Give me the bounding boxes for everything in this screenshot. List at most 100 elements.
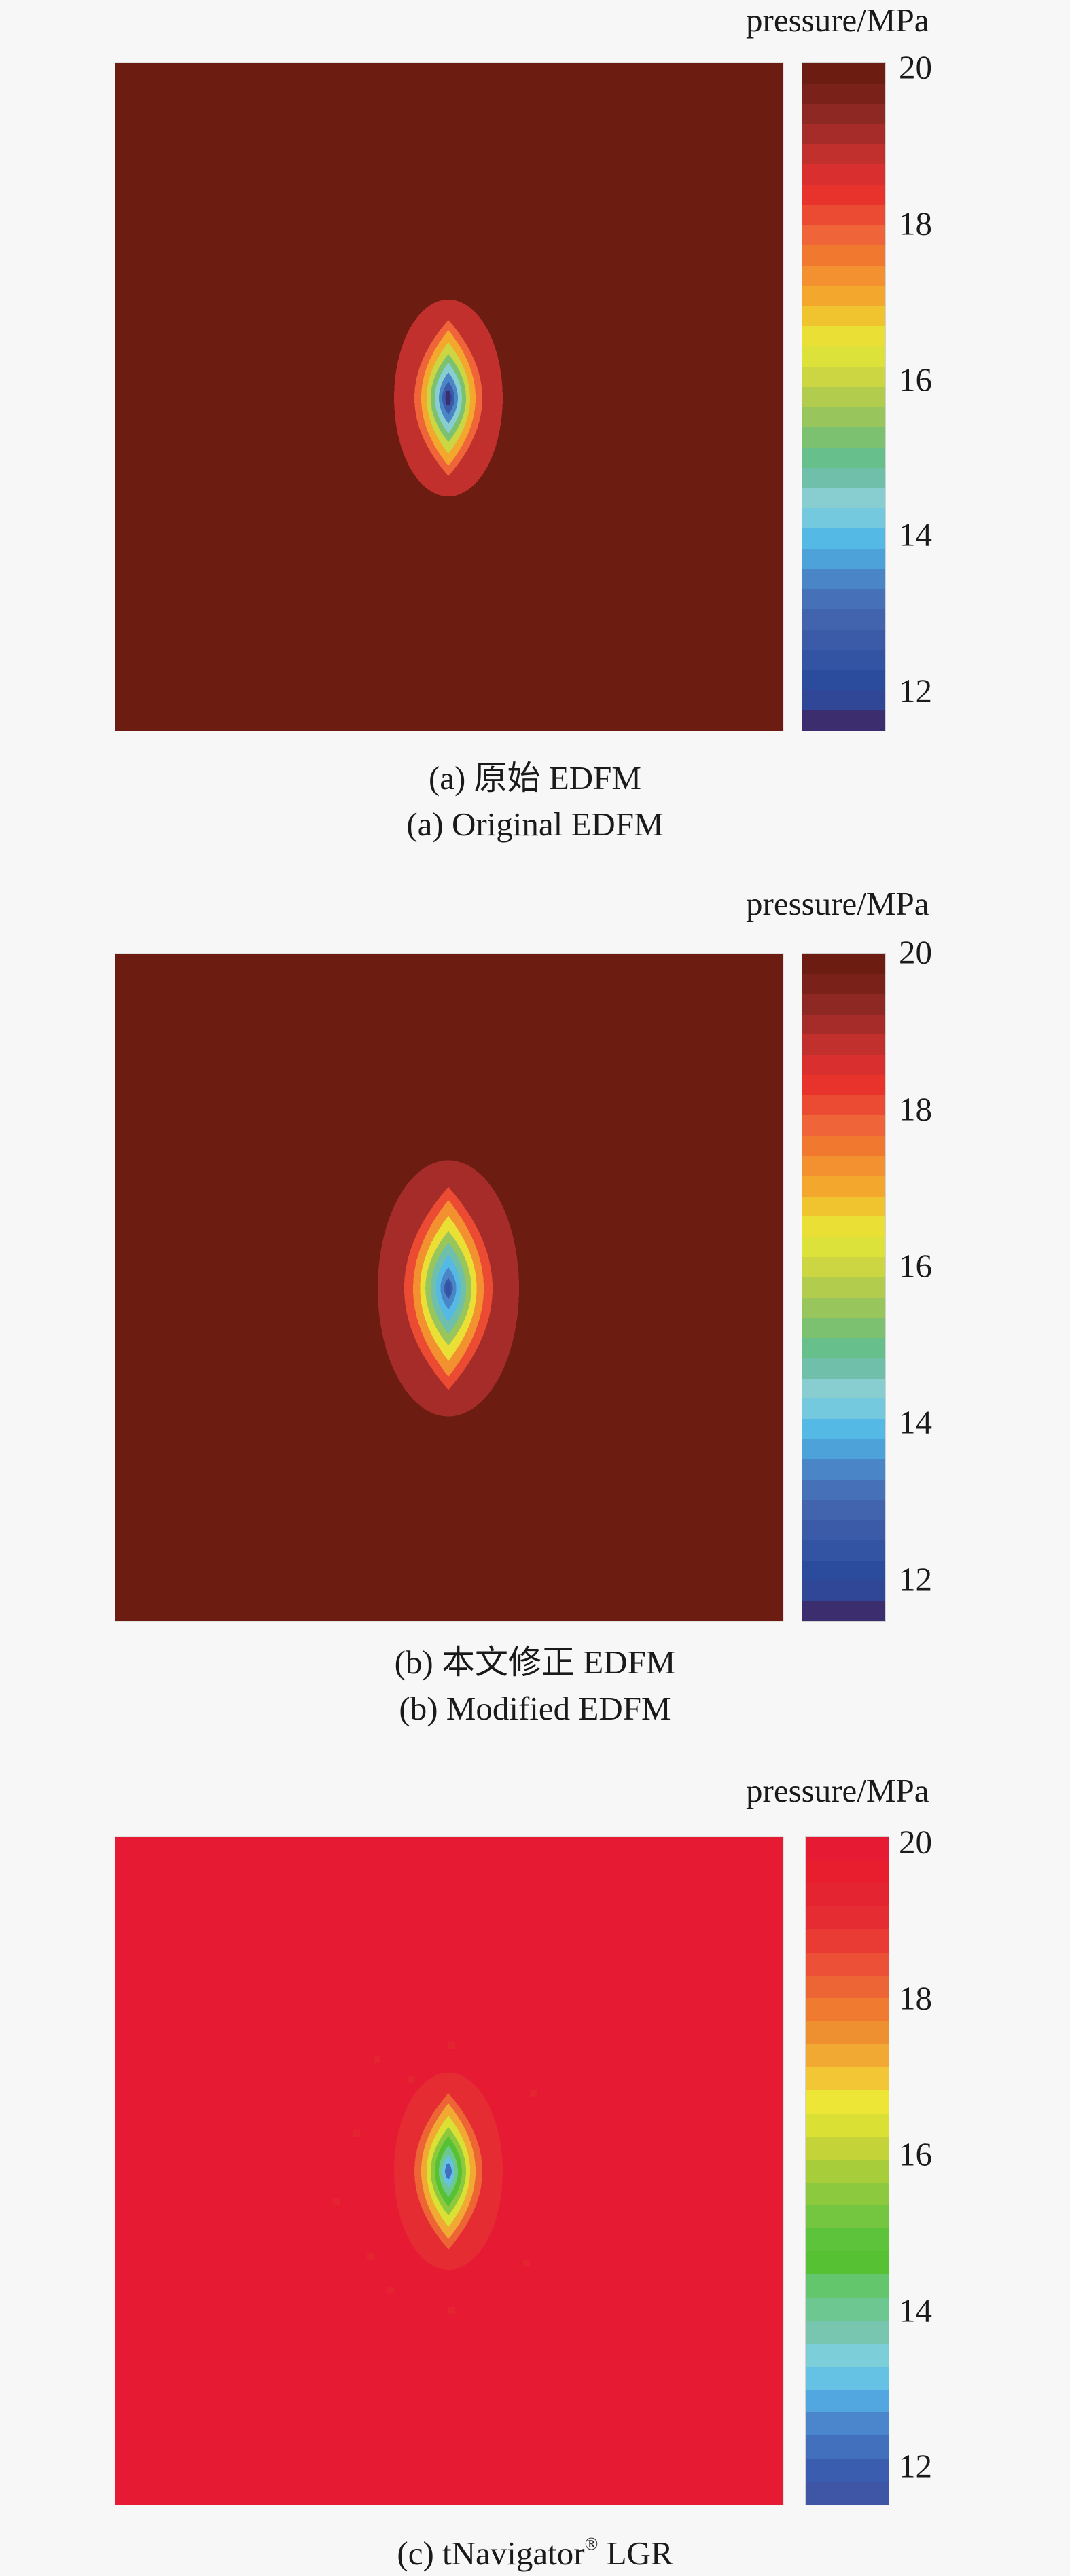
- colorbar-band: [806, 2482, 889, 2505]
- caption-main: (c) tNavigator: [397, 2535, 585, 2572]
- pressure-speckle: [387, 2287, 394, 2293]
- colorbar-band: [806, 2297, 889, 2321]
- colorbar-band: [802, 84, 885, 104]
- colorbar-band: [806, 1883, 889, 1906]
- colorbar-band: [806, 2228, 889, 2252]
- colorbar-band: [806, 2343, 889, 2367]
- colorbar-band: [802, 1338, 885, 1358]
- colorbar-tick-16: 16: [899, 1247, 932, 1285]
- pressure-heatmap: [115, 63, 783, 731]
- colorbar-band: [802, 690, 885, 711]
- colorbar: [802, 63, 885, 731]
- colorbar-tick-18: 18: [899, 1090, 932, 1128]
- colorbar-band: [802, 103, 885, 124]
- colorbar-band: [802, 974, 885, 994]
- colorbar-band: [802, 954, 885, 974]
- colorbar-band: [802, 1479, 885, 1500]
- colorbar-band: [802, 427, 885, 448]
- colorbar-band: [802, 144, 885, 165]
- colorbar-tick-20: 20: [899, 48, 932, 86]
- colorbar-band: [802, 508, 885, 529]
- well-mark: [446, 1282, 450, 1295]
- colorbar-band: [806, 2067, 889, 2090]
- colorbar-band: [802, 225, 885, 246]
- colorbar-band: [806, 2113, 889, 2137]
- well-mark: [446, 391, 450, 405]
- colorbar-band: [802, 1237, 885, 1257]
- colorbar-tick-14: 14: [899, 515, 932, 554]
- colorbar-band: [802, 1297, 885, 1318]
- colorbar-band: [802, 164, 885, 185]
- colorbar-band: [806, 2320, 889, 2344]
- colorbar-band: [802, 994, 885, 1015]
- colorbar-band: [802, 710, 885, 731]
- caption-en: (a) Original EDFM: [406, 805, 664, 843]
- colorbar-band: [802, 1156, 885, 1176]
- colorbar-band: [802, 1216, 885, 1237]
- colorbar-tick-16: 16: [899, 361, 932, 399]
- colorbar-band: [802, 1095, 885, 1116]
- colorbar-band: [802, 306, 885, 327]
- colorbar-band: [802, 589, 885, 610]
- colorbar-band: [802, 1055, 885, 1075]
- colorbar-band: [806, 1929, 889, 1953]
- colorbar-band: [802, 285, 885, 306]
- colorbar-band: [802, 326, 885, 347]
- pressure-speckle: [530, 2090, 537, 2097]
- colorbar-band: [806, 2389, 889, 2413]
- colorbar-band: [802, 1136, 885, 1157]
- colorbar-band: [806, 2136, 889, 2160]
- colorbar-label: pressure/MPa: [746, 1, 929, 39]
- colorbar-band: [806, 2412, 889, 2436]
- colorbar-band: [806, 1998, 889, 2022]
- colorbar-band: [802, 346, 885, 367]
- colorbar-band: [806, 2182, 889, 2206]
- pressure-speckle: [353, 2130, 360, 2137]
- caption-cn: (b) 本文修正 EDFM: [394, 1644, 676, 1681]
- heatmap-svg: [115, 954, 783, 1621]
- colorbar-tick-12: 12: [899, 1560, 932, 1598]
- pressure-speckle: [523, 2260, 530, 2266]
- pressure-heatmap: [115, 954, 783, 1621]
- colorbar-band: [802, 1034, 885, 1055]
- pressure-speckle: [374, 2056, 380, 2063]
- colorbar-band: [802, 386, 885, 407]
- colorbar-band: [806, 2274, 889, 2298]
- caption-tail: LGR: [598, 2535, 673, 2572]
- colorbar-band: [802, 1277, 885, 1298]
- colorbar-band: [806, 1952, 889, 1976]
- colorbar-band: [802, 488, 885, 509]
- heatmap-svg: [115, 63, 783, 731]
- colorbar-band: [802, 184, 885, 205]
- colorbar-band: [806, 1860, 889, 1883]
- pressure-speckle: [448, 2307, 455, 2314]
- colorbar-band: [802, 1398, 885, 1419]
- colorbar-band: [802, 63, 885, 84]
- colorbar-band: [802, 1520, 885, 1540]
- colorbar-band: [802, 1540, 885, 1561]
- colorbar-tick-20: 20: [899, 933, 932, 971]
- colorbar-band: [802, 630, 885, 650]
- colorbar-band: [806, 2205, 889, 2229]
- colorbar-band: [802, 1419, 885, 1439]
- colorbar-band: [806, 2159, 889, 2183]
- colorbar-tick-14: 14: [899, 1403, 932, 1441]
- colorbar-band: [802, 1256, 885, 1277]
- colorbar-label: pressure/MPa: [746, 885, 929, 922]
- colorbar-band: [802, 1074, 885, 1095]
- registered-mark: ®: [584, 2534, 599, 2554]
- colorbar-band: [806, 2459, 889, 2482]
- colorbar-band: [806, 1837, 889, 1861]
- well-mark: [446, 2164, 450, 2178]
- colorbar-band: [802, 1196, 885, 1217]
- colorbar-tick-12: 12: [899, 672, 932, 710]
- colorbar-tick-18: 18: [899, 1979, 932, 2017]
- colorbar-band: [806, 2021, 889, 2045]
- caption-en: (c) tNavigator® LGR: [0, 2534, 1070, 2572]
- colorbar-band: [802, 1580, 885, 1601]
- colorbar-band: [802, 1318, 885, 1339]
- colorbar-band: [802, 407, 885, 428]
- colorbar-band: [802, 1500, 885, 1521]
- colorbar-band: [802, 448, 885, 468]
- colorbar-band: [802, 670, 885, 691]
